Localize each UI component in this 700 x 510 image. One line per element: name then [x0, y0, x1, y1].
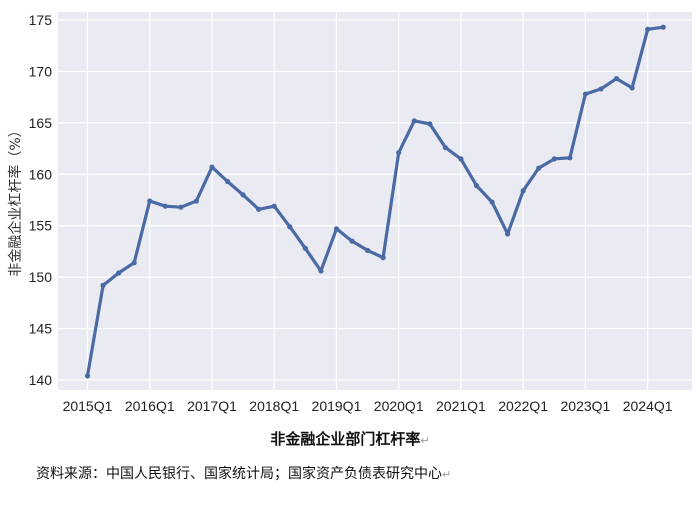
- data-point: [458, 156, 464, 162]
- x-tick-label: 2024Q1: [623, 398, 673, 414]
- data-point: [520, 188, 526, 194]
- data-point: [582, 91, 589, 97]
- data-point: [271, 203, 277, 209]
- data-point: [287, 224, 293, 230]
- data-point: [193, 198, 200, 204]
- x-tick-label: 2017Q1: [187, 398, 237, 414]
- x-tick-label: 2021Q1: [436, 398, 486, 414]
- data-point: [645, 26, 651, 32]
- x-tick-label: 2022Q1: [498, 398, 548, 414]
- data-point: [349, 238, 355, 244]
- paragraph-mark-icon: ↵: [442, 468, 452, 481]
- y-tick-label: 145: [29, 321, 53, 337]
- data-point: [473, 183, 480, 189]
- y-tick-label: 170: [29, 63, 53, 79]
- data-point: [224, 178, 231, 185]
- data-point: [598, 86, 604, 92]
- y-tick-label: 165: [29, 115, 53, 131]
- paragraph-mark-icon: ↵: [420, 434, 430, 447]
- y-axis-label: 非金融企业杠杆率（%）: [7, 123, 24, 276]
- y-axis-ticks: 140 145 150 155 160 165 170 175: [29, 12, 53, 388]
- y-tick-label: 160: [29, 166, 53, 182]
- y-tick-label: 155: [29, 218, 53, 234]
- data-point: [551, 156, 557, 162]
- x-tick-label: 2019Q1: [312, 398, 362, 414]
- figure-caption: 非金融企业部门杠杆率↵: [0, 428, 700, 449]
- data-point: [318, 268, 324, 274]
- data-point: [442, 144, 448, 151]
- source-note-text: 资料来源：中国人民银行、国家统计局；国家资产负债表研究中心: [36, 466, 442, 482]
- data-point: [396, 150, 402, 156]
- data-point: [100, 282, 106, 288]
- series-layer: [84, 24, 666, 379]
- data-point: [131, 260, 137, 266]
- data-point: [256, 206, 262, 212]
- data-point: [209, 164, 215, 170]
- data-point: [162, 203, 168, 209]
- x-tick-label: 2020Q1: [374, 398, 424, 414]
- x-tick-label: 2023Q1: [561, 398, 611, 414]
- x-tick-label: 2018Q1: [249, 398, 299, 414]
- source-note: 资料来源：中国人民银行、国家统计局；国家资产负债表研究中心↵: [36, 463, 451, 483]
- data-point: [240, 192, 246, 198]
- y-tick-label: 175: [29, 12, 53, 28]
- data-point: [613, 76, 620, 82]
- data-point: [333, 226, 340, 232]
- data-point: [116, 270, 122, 276]
- data-point: [84, 373, 91, 379]
- x-tick-label: 2015Q1: [63, 398, 113, 414]
- data-point: [505, 231, 511, 237]
- data-point: [567, 155, 573, 161]
- data-point: [489, 199, 495, 205]
- data-point: [364, 247, 371, 253]
- x-tick-label: 2016Q1: [125, 398, 175, 414]
- data-point: [629, 85, 635, 91]
- y-tick-label: 150: [29, 269, 53, 285]
- data-point: [411, 118, 417, 124]
- plot-area: [58, 12, 692, 390]
- data-point: [536, 165, 542, 171]
- figure-caption-text: 非金融企业部门杠杆率: [270, 430, 421, 448]
- data-point: [427, 121, 433, 127]
- x-axis-ticks: 2015Q1 2016Q1 2017Q1 2018Q1 2019Q1 2020Q1 2021…: [63, 398, 673, 414]
- data-point: [660, 24, 666, 30]
- y-tick-label: 140: [29, 372, 53, 388]
- data-point: [178, 204, 184, 210]
- data-point: [380, 255, 386, 261]
- data-point: [302, 245, 308, 251]
- data-point: [147, 198, 153, 204]
